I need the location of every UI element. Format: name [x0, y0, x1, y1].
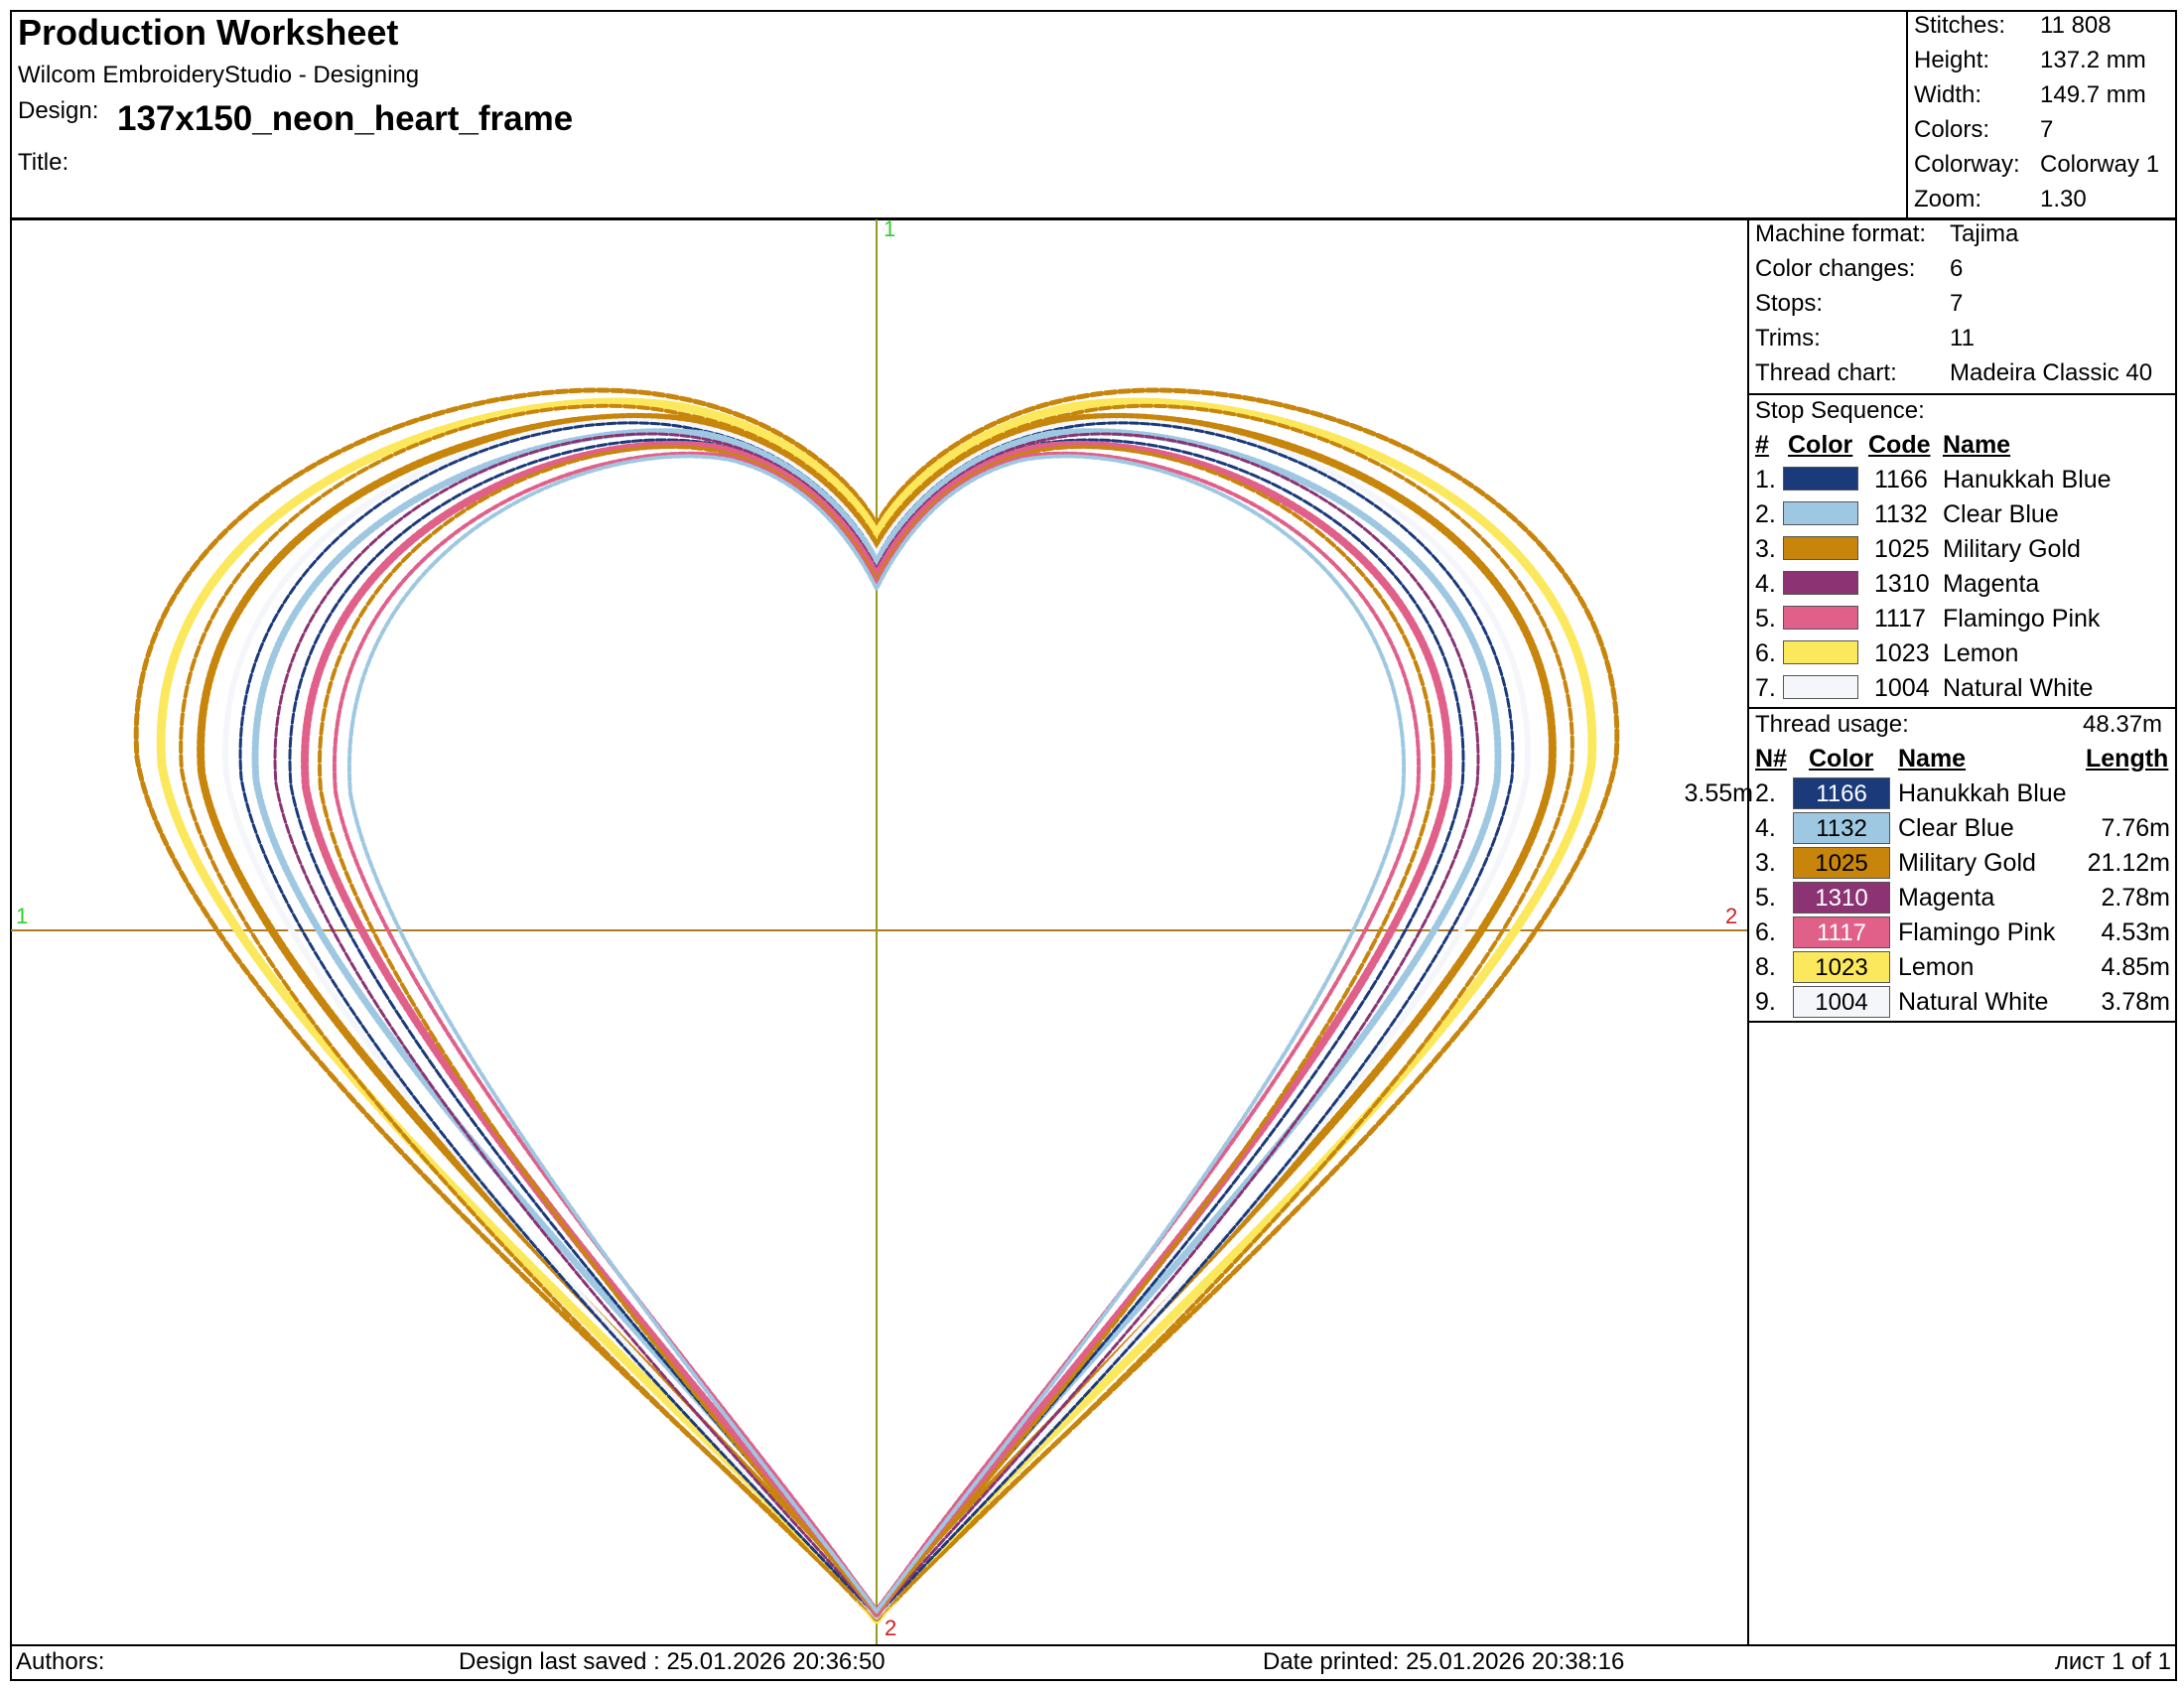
machine-format-value: Tajima — [1950, 220, 2019, 247]
page-number: лист 1 of 1 — [2054, 1648, 2171, 1675]
thread-chart-label: Thread chart: — [1755, 359, 1897, 386]
divider — [1748, 393, 2176, 395]
ss-header-color: Color — [1788, 431, 1853, 459]
thread-usage-header: N# Color Name Length — [1755, 745, 2172, 776]
thread-usage-title: Thread usage: — [1755, 711, 1909, 738]
axis-label-top: 1 — [884, 216, 896, 241]
tu-header-name: Name — [1898, 745, 1967, 773]
trims-label: Trims: — [1755, 325, 1821, 352]
color-swatch — [1783, 675, 1858, 699]
thread-usage-row: 5. 1310 Magenta 2.78m — [1755, 882, 2170, 914]
color-swatch — [1783, 467, 1858, 491]
thread-usage-row: 9. 1004 Natural White 3.78m — [1755, 986, 2170, 1018]
stat-zoom: Zoom: 1.30 — [1914, 186, 2087, 212]
divider — [1748, 1021, 2176, 1023]
footer-box — [10, 1644, 2177, 1681]
thread-chart-value: Madeira Classic 40 — [1950, 359, 2153, 386]
design-label: Design: — [18, 97, 99, 124]
color-swatch: 1166 — [1793, 777, 1890, 809]
axis-label-left: 1 — [16, 904, 29, 928]
stop-sequence-header: # Color Code Name — [1755, 431, 2172, 463]
machine-info: Machine format: Tajima Color changes: 6 … — [1755, 220, 2172, 394]
tu-header-num: N# — [1755, 745, 1787, 773]
machine-format-label: Machine format: — [1755, 220, 1927, 247]
stat-colorway: Colorway: Colorway 1 — [1914, 151, 2160, 178]
stop-sequence-list: 1. 1166 Hanukkah Blue 2. 1132 Clear Blue 3. 1… — [1755, 466, 2112, 702]
color-swatch — [1783, 640, 1858, 664]
heart-stitch-line — [222, 418, 1531, 1619]
stats-list: Stitches: 11 808 Height: 137.2 mm Width: 14… — [1914, 12, 2174, 218]
thread-usage-row: 6. 1117 Flamingo Pink 4.53m — [1755, 916, 2170, 948]
stop-sequence-title: Stop Sequence: — [1755, 397, 1925, 424]
thread-usage-row: 4. 1132 Clear Blue 7.76m — [1755, 812, 2170, 844]
date-printed: Date printed: 25.01.2026 20:38:16 — [1263, 1648, 1625, 1675]
thread-usage-row: 3. 1025 Military Gold 21.12m — [1755, 847, 2170, 879]
heart-stitch-line — [346, 454, 1407, 1614]
tu-header-color: Color — [1809, 745, 1874, 773]
color-swatch: 1023 — [1793, 951, 1890, 983]
authors-label: Authors: — [16, 1648, 105, 1675]
color-swatch: 1310 — [1793, 882, 1890, 914]
stops-value: 7 — [1950, 290, 1964, 317]
stat-colors: Colors: 7 — [1914, 116, 2054, 143]
color-swatch — [1783, 571, 1858, 595]
color-swatch: 1004 — [1793, 986, 1890, 1018]
thread-usage-total: 48.37m — [2083, 711, 2163, 738]
page-title: Production Worksheet — [18, 12, 399, 53]
stat-height: Height: 137.2 mm — [1914, 47, 2146, 73]
ss-header-name: Name — [1943, 431, 2011, 459]
stat-width: Width: 149.7 mm — [1914, 81, 2146, 108]
color-swatch — [1783, 606, 1858, 630]
divider — [1748, 707, 2176, 709]
last-saved: Design last saved : 25.01.2026 20:36:50 — [459, 1648, 886, 1675]
heart-embroidery — [133, 387, 1620, 1624]
design-canvas — [11, 219, 1748, 1645]
design-name: 137x150_neon_heart_frame — [117, 99, 574, 138]
axis-label-right: 2 — [1725, 904, 1738, 928]
ss-header-num: # — [1755, 431, 1769, 459]
stops-label: Stops: — [1755, 290, 1824, 317]
color-swatch: 1132 — [1793, 812, 1890, 844]
stat-stitches: Stitches: 11 808 — [1914, 12, 2112, 39]
thread-usage-list: 2. 1166 Hanukkah Blue 3.55m 4. 1132 Clear Blu… — [1685, 776, 2172, 1020]
tu-header-length: Length — [2086, 745, 2169, 773]
heart-stitch-line — [133, 387, 1620, 1623]
trims-value: 11 — [1950, 325, 1975, 352]
color-swatch: 1025 — [1793, 847, 1890, 879]
color-swatch — [1783, 536, 1858, 560]
color-changes-label: Color changes: — [1755, 255, 1916, 282]
color-changes-value: 6 — [1950, 255, 1964, 282]
axis-label-bottom: 2 — [885, 1616, 897, 1640]
color-swatch — [1783, 501, 1858, 525]
software-name: Wilcom EmbroideryStudio - Designing — [18, 62, 420, 88]
heart-stitch-line — [156, 397, 1597, 1624]
heart-stitch-line — [251, 428, 1502, 1619]
title-label: Title: — [18, 149, 69, 176]
ss-header-code: Code — [1868, 431, 1931, 459]
color-swatch: 1117 — [1793, 916, 1890, 948]
thread-usage-row: 8. 1023 Lemon 4.85m — [1755, 951, 2170, 983]
